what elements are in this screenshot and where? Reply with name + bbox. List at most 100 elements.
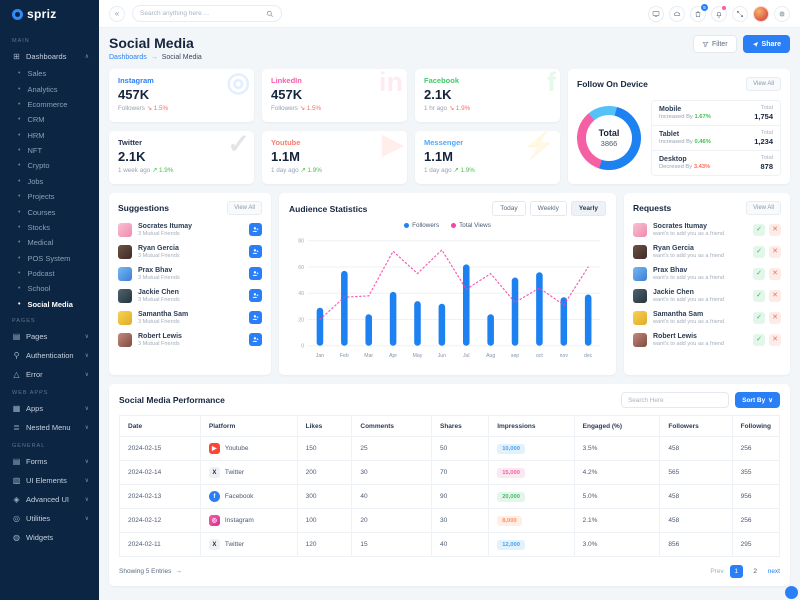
chevron-up-icon: ∧ — [84, 54, 89, 60]
sidebar-item[interactable]: ⚲ Authentication ∨ — [0, 346, 99, 365]
search-input[interactable] — [140, 10, 266, 17]
table-search-input[interactable] — [621, 392, 730, 408]
sidebar-subitem[interactable]: Sales — [0, 66, 99, 81]
sidebar-item[interactable]: ▧ UI Elements ∨ — [0, 471, 99, 490]
sidebar-subitem[interactable]: Jobs — [0, 174, 99, 189]
next-page-button[interactable]: next — [767, 568, 780, 575]
request-row: Jackie Chen want's to add you as a frien… — [633, 289, 781, 303]
page-2-button[interactable]: 2 — [753, 568, 758, 575]
sort-by-button[interactable]: Sort By ∨ — [735, 392, 780, 408]
sidebar-item[interactable]: ◈ Advanced UI ∨ — [0, 490, 99, 509]
sidebar-subitem[interactable]: Social Media — [0, 297, 99, 312]
decline-button[interactable]: ✕ — [769, 289, 781, 302]
device-row: Tablet Increased By 0.46% Total 1,234 — [652, 125, 780, 150]
user-avatar[interactable] — [753, 5, 769, 22]
cell-likes: 300 — [296, 484, 353, 509]
sidebar-subitem[interactable]: Medical — [0, 235, 99, 250]
decline-button[interactable]: ✕ — [769, 333, 781, 346]
accept-button[interactable]: ✓ — [753, 245, 765, 258]
view-all-button[interactable]: View All — [746, 201, 781, 215]
stat-card[interactable]: ▶ Youtube 1.1M 1 day ago ↗ 1.9% — [262, 130, 407, 184]
sidebar-item[interactable]: ◎ Utilities ∨ — [0, 509, 99, 528]
add-friend-button[interactable] — [249, 289, 262, 303]
stat-card[interactable]: in LinkedIn 457K Followers ↘ 1.5% — [262, 69, 407, 122]
sidebar-collapse-button[interactable]: « — [109, 5, 125, 22]
sidebar-item[interactable]: ▤ Forms ∨ — [0, 452, 99, 471]
add-friend-button[interactable] — [249, 245, 262, 259]
avatar — [633, 332, 647, 347]
cart-icon[interactable]: 5 — [690, 3, 708, 22]
filter-button[interactable]: Filter — [692, 35, 737, 53]
accept-button[interactable]: ✓ — [753, 267, 765, 280]
cell-following: 956 — [731, 484, 781, 509]
nav-item-icon: △ — [13, 370, 20, 379]
sidebar-subitem[interactable]: Projects — [0, 189, 99, 204]
table-row[interactable]: 2024-02-12 ◎ Instagram 100 20 30 8,000 2.… — [119, 508, 781, 533]
legend-label: Followers — [412, 222, 440, 229]
expand-icon[interactable] — [732, 5, 748, 22]
sidebar-subitem[interactable]: Analytics — [0, 81, 99, 96]
notification-bell-icon[interactable] — [711, 5, 727, 22]
accept-button[interactable]: ✓ — [753, 333, 765, 346]
decline-button[interactable]: ✕ — [769, 223, 781, 236]
tab-weekly[interactable]: Weekly — [529, 201, 567, 216]
accept-button[interactable]: ✓ — [753, 311, 765, 324]
accept-button[interactable]: ✓ — [753, 289, 765, 302]
table-row[interactable]: 2024-02-13 f Facebook 300 40 90 20,000 5.… — [119, 484, 781, 509]
logo[interactable]: spriz — [0, 0, 99, 28]
view-all-button[interactable]: View All — [227, 201, 262, 215]
sidebar-subitem[interactable]: POS System — [0, 251, 99, 266]
table-row[interactable]: 2024-02-11 X Twitter 120 15 40 12,000 3.0… — [119, 532, 781, 557]
accept-button[interactable]: ✓ — [753, 223, 765, 236]
settings-gear-icon[interactable] — [774, 5, 790, 22]
decline-button[interactable]: ✕ — [769, 245, 781, 258]
share-button[interactable]: Share — [742, 35, 790, 53]
view-all-button[interactable]: View All — [746, 77, 781, 91]
sidebar-subitem[interactable]: Crypto — [0, 158, 99, 173]
table-title: Social Media Performance — [119, 395, 225, 405]
stat-card[interactable]: ✓ Twitter 2.1K 1 week ago ↗ 1.9% — [109, 130, 254, 184]
cell-date: 2024-02-15 — [119, 436, 201, 461]
sidebar-item[interactable]: ▦ Apps ∨ — [0, 399, 99, 418]
stat-value: 1.1M — [271, 148, 300, 164]
sidebar-subitem[interactable]: NFT — [0, 143, 99, 158]
screen-icon[interactable] — [648, 5, 664, 22]
floating-action-button[interactable] — [785, 586, 798, 599]
sidebar-subitem[interactable]: School — [0, 281, 99, 296]
breadcrumb-arrow-icon: → — [150, 54, 158, 61]
sidebar-subitem[interactable]: Podcast — [0, 266, 99, 281]
stat-card[interactable]: ⚡ Messenger 1.1M 1 day ago ↗ 1.9% — [415, 130, 560, 184]
sidebar-item[interactable]: ◍ Widgets — [0, 528, 99, 547]
stat-card[interactable]: f Facebook 2.1K 1 hr ago ↘ 1.9% — [415, 69, 560, 122]
add-friend-button[interactable] — [249, 311, 262, 325]
tab-yearly[interactable]: Yearly — [570, 201, 606, 216]
add-friend-button[interactable] — [249, 267, 262, 281]
sidebar-item[interactable]: ▤ Pages ∨ — [0, 327, 99, 346]
sidebar-item[interactable]: △ Error ∨ — [0, 365, 99, 384]
cloud-icon[interactable] — [669, 5, 685, 22]
stat-card[interactable]: ◎ Instagram 457K Followers ↘ 1.5% — [109, 69, 254, 122]
table-row[interactable]: 2024-02-15 ▶ Youtube 150 25 50 10,000 3.5… — [119, 436, 781, 461]
sidebar-item[interactable]: ≣ Nested Menu ∨ — [0, 418, 99, 437]
add-friend-button[interactable] — [249, 223, 262, 237]
breadcrumb-parent[interactable]: Dashboards — [109, 54, 147, 61]
sidebar-subitem[interactable]: Courses — [0, 204, 99, 219]
add-friend-button[interactable] — [249, 333, 262, 347]
chart-legend: Followers Total Views — [289, 222, 606, 229]
device-change: Increased By 0.46% — [659, 139, 711, 146]
table-row[interactable]: 2024-02-14 X Twitter 200 30 70 15,000 4.2… — [119, 460, 781, 485]
sidebar-subitem[interactable]: Ecommerce — [0, 97, 99, 112]
page-1-button[interactable]: 1 — [729, 565, 743, 578]
sidebar-subitem[interactable]: CRM — [0, 112, 99, 127]
sidebar-item-dashboards[interactable]: ⊞ Dashboards ∧ — [0, 47, 99, 66]
decline-button[interactable]: ✕ — [769, 267, 781, 280]
decline-button[interactable]: ✕ — [769, 311, 781, 324]
chevron-down-icon: ∨ — [84, 406, 89, 412]
device-total-value: 1,754 — [754, 112, 773, 121]
sidebar-subitem[interactable]: HRM — [0, 128, 99, 143]
sidebar-subitem[interactable]: Stocks — [0, 220, 99, 235]
prev-page-button[interactable]: Prev — [710, 568, 724, 575]
suggestion-row: Robert Lewis 3 Mutual Friends — [118, 333, 262, 347]
tab-today[interactable]: Today — [492, 201, 526, 216]
nav-item-icon: ◈ — [13, 495, 20, 504]
